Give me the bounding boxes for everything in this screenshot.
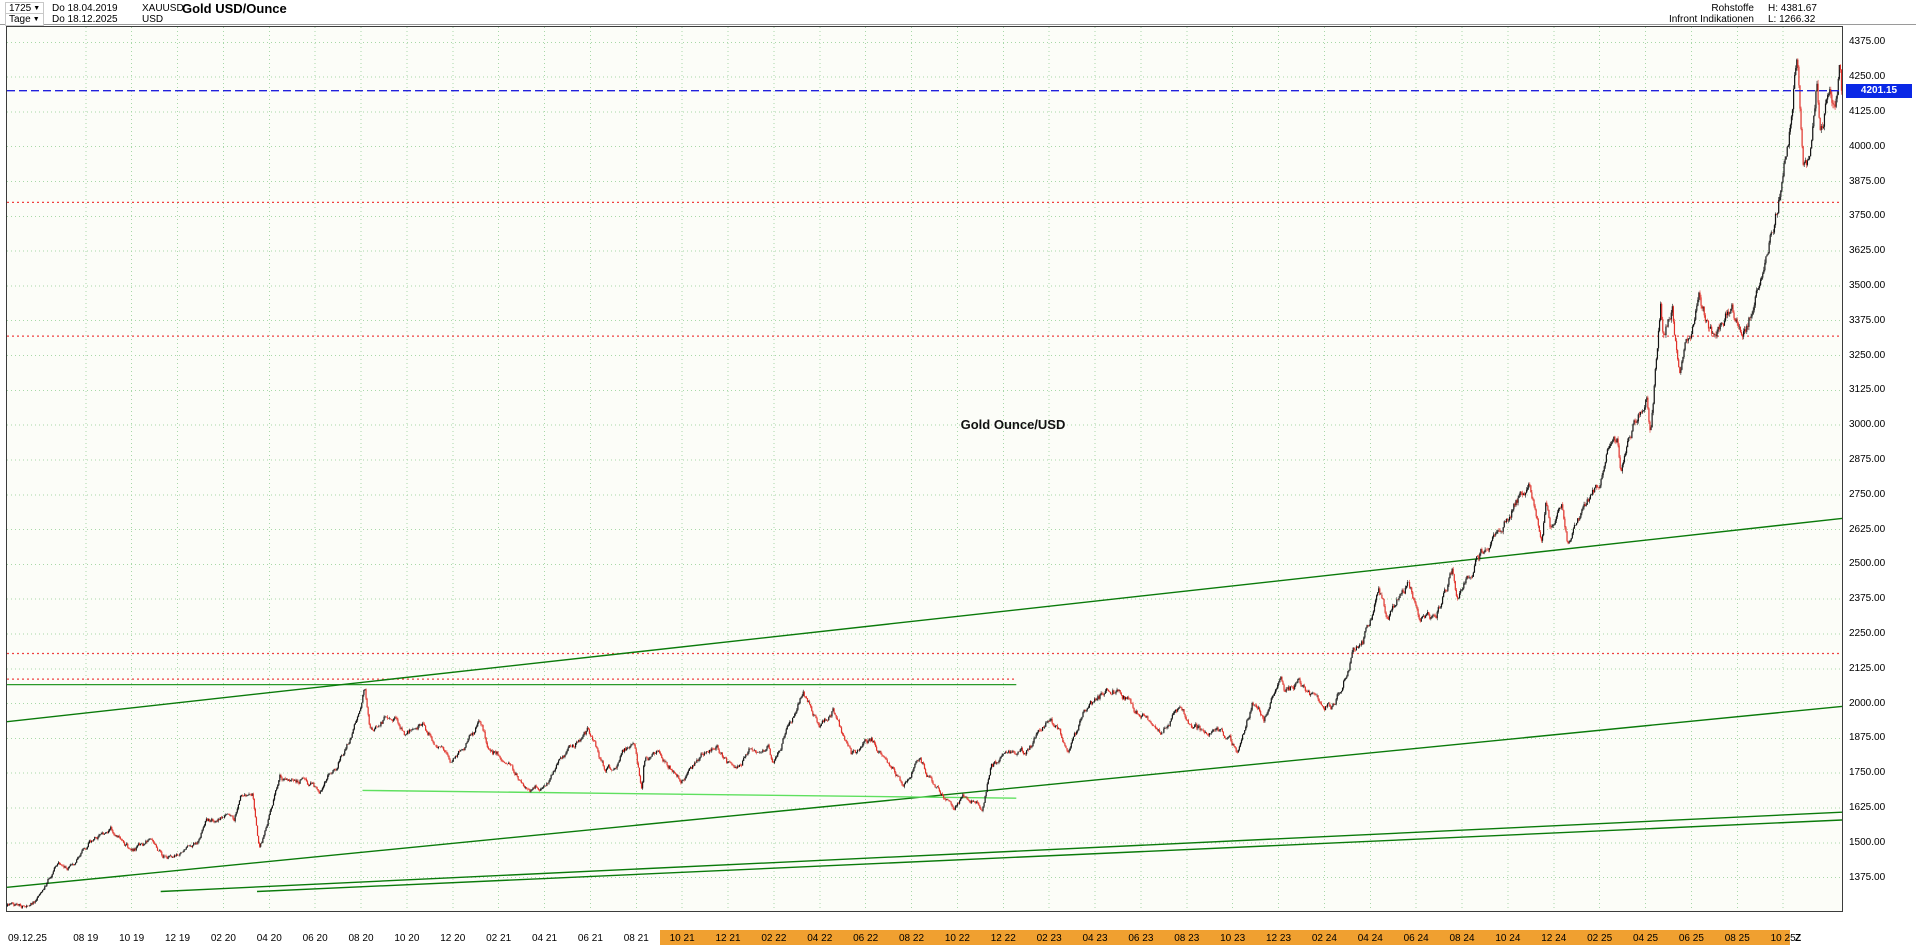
x-axis-label: 10 25 [1770, 933, 1796, 944]
date-to-label: Do 18.12.2025 [52, 14, 118, 25]
x-axis-label: 08 21 [623, 933, 649, 944]
x-axis-label: 08 24 [1449, 933, 1475, 944]
x-axis-label: 02 22 [761, 933, 787, 944]
date-from-label: Do 18.04.2019 [52, 3, 118, 14]
x-axis-label: 04 24 [1357, 933, 1383, 944]
x-axis-label: 10 23 [1220, 933, 1246, 944]
y-axis-label: 4125.00 [1849, 105, 1886, 117]
x-axis-label: 04 22 [807, 933, 833, 944]
x-axis-label: 10 21 [669, 933, 695, 944]
x-axis-label: 06 25 [1678, 933, 1704, 944]
y-axis-label: 2750.00 [1849, 488, 1886, 500]
y-axis-label: 1750.00 [1849, 767, 1886, 779]
period-low-label: L: 1266.32 [1768, 14, 1816, 25]
x-axis-label: 02 20 [210, 933, 236, 944]
data-source-label: Infront Indikationen [1668, 14, 1754, 25]
y-axis-label: 2250.00 [1849, 627, 1886, 639]
x-axis-label: 02 25 [1587, 933, 1613, 944]
period-value: Tage [9, 14, 31, 25]
chart-title: Gold USD/Ounce [182, 1, 287, 16]
x-axis-left-date-label: 09.12.25 [8, 933, 47, 944]
x-axis-highlight-band[interactable] [660, 930, 1790, 945]
x-axis-label: 06 21 [577, 933, 603, 944]
x-axis-label: 06 24 [1403, 933, 1429, 944]
y-axis-label: 3250.00 [1849, 349, 1886, 361]
x-axis-label: 12 23 [1265, 933, 1292, 944]
x-axis-label: 02 24 [1311, 933, 1337, 944]
x-axis-label: 08 19 [73, 933, 99, 944]
price-chart-plot-area[interactable] [6, 26, 1843, 912]
bars-count-value: 1725 [9, 3, 32, 14]
last-price-tag: 4201.15 [1846, 83, 1912, 98]
y-axis-label: 3875.00 [1849, 175, 1886, 187]
y-axis-label: 3750.00 [1849, 210, 1886, 222]
x-axis-label: 08 22 [898, 933, 925, 944]
x-axis-z-label: Z [1795, 933, 1802, 944]
chart-annotation-label: Gold Ounce/USD [960, 417, 1066, 432]
x-axis-label: 02 21 [486, 933, 512, 944]
x-axis-label: 08 23 [1174, 933, 1200, 944]
y-axis-label: 3000.00 [1849, 419, 1886, 431]
chevron-down-icon: ▼ [32, 16, 40, 23]
x-axis-label: 08 20 [348, 933, 374, 944]
x-axis-label: 10 24 [1495, 933, 1521, 944]
x-axis-label: 04 23 [1082, 933, 1108, 944]
x-axis-label: 06 20 [302, 933, 328, 944]
symbol-label: XAUUSD [142, 3, 184, 14]
x-axis-label: 06 22 [853, 933, 879, 944]
y-axis-label: 2625.00 [1849, 523, 1886, 535]
category-label: Rohstoffe [1711, 3, 1754, 14]
y-axis-label: 4250.00 [1849, 71, 1886, 83]
x-axis-label: 12 21 [715, 933, 741, 944]
y-axis-label: 2000.00 [1849, 697, 1886, 709]
y-axis-label: 3500.00 [1849, 279, 1886, 291]
x-axis-label: 12 22 [990, 933, 1016, 944]
period-dropdown[interactable]: Tage ▼ [5, 13, 44, 26]
candlestick-chart[interactable] [7, 27, 1842, 911]
y-axis-label: 2375.00 [1849, 593, 1886, 605]
period-high-label: H: 4381.67 [1768, 3, 1817, 14]
y-axis-label: 1625.00 [1849, 801, 1886, 813]
x-axis-label: 04 20 [256, 933, 282, 944]
x-axis-label: 10 22 [944, 933, 970, 944]
y-axis-label: 3375.00 [1849, 314, 1886, 326]
y-axis-label: 3125.00 [1849, 384, 1886, 396]
x-axis-label: 12 19 [164, 933, 191, 944]
y-axis-label: 1500.00 [1849, 836, 1886, 848]
x-axis-label: 02 23 [1036, 933, 1062, 944]
x-axis-label: 08 25 [1724, 933, 1750, 944]
chart-toolbar: 1725 ▼ Do 18.04.2019 XAUUSD Gold USD/Ounc… [0, 0, 1916, 26]
y-axis-label: 3625.00 [1849, 245, 1886, 257]
currency-label: USD [142, 14, 164, 25]
y-axis-label: 1875.00 [1849, 732, 1886, 744]
x-axis-label: 06 23 [1128, 933, 1154, 944]
x-axis-label: 12 20 [440, 933, 466, 944]
x-axis-label: 10 20 [394, 933, 420, 944]
y-axis-label: 4000.00 [1849, 140, 1886, 152]
x-axis-label: 04 21 [531, 933, 558, 944]
y-axis-label: 1375.00 [1849, 871, 1886, 883]
y-axis-label: 2500.00 [1849, 558, 1886, 570]
x-axis-label: 12 24 [1541, 933, 1567, 944]
chevron-down-icon: ▼ [33, 5, 41, 12]
y-axis-label: 2875.00 [1849, 453, 1886, 465]
y-axis-label: 2125.00 [1849, 662, 1886, 674]
y-axis-label: 4375.00 [1849, 36, 1886, 48]
x-axis-label: 10 19 [119, 933, 145, 944]
x-axis-label: 04 25 [1632, 933, 1659, 944]
